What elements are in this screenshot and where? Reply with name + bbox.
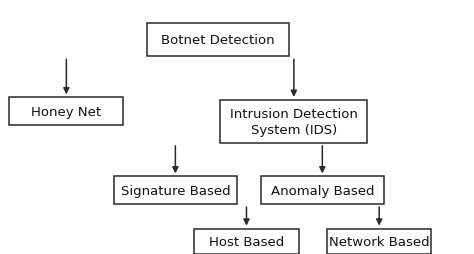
FancyBboxPatch shape [194, 229, 299, 254]
FancyBboxPatch shape [9, 98, 123, 126]
Text: Network Based: Network Based [329, 235, 429, 248]
FancyBboxPatch shape [327, 229, 431, 254]
Text: Host Based: Host Based [209, 235, 284, 248]
Text: Botnet Detection: Botnet Detection [161, 34, 275, 47]
Text: Honey Net: Honey Net [31, 105, 101, 118]
Text: Intrusion Detection
System (IDS): Intrusion Detection System (IDS) [230, 107, 358, 136]
FancyBboxPatch shape [147, 24, 289, 57]
FancyBboxPatch shape [220, 100, 367, 144]
FancyBboxPatch shape [261, 177, 384, 204]
FancyBboxPatch shape [114, 177, 237, 204]
Text: Signature Based: Signature Based [120, 184, 230, 197]
Text: Anomaly Based: Anomaly Based [271, 184, 374, 197]
